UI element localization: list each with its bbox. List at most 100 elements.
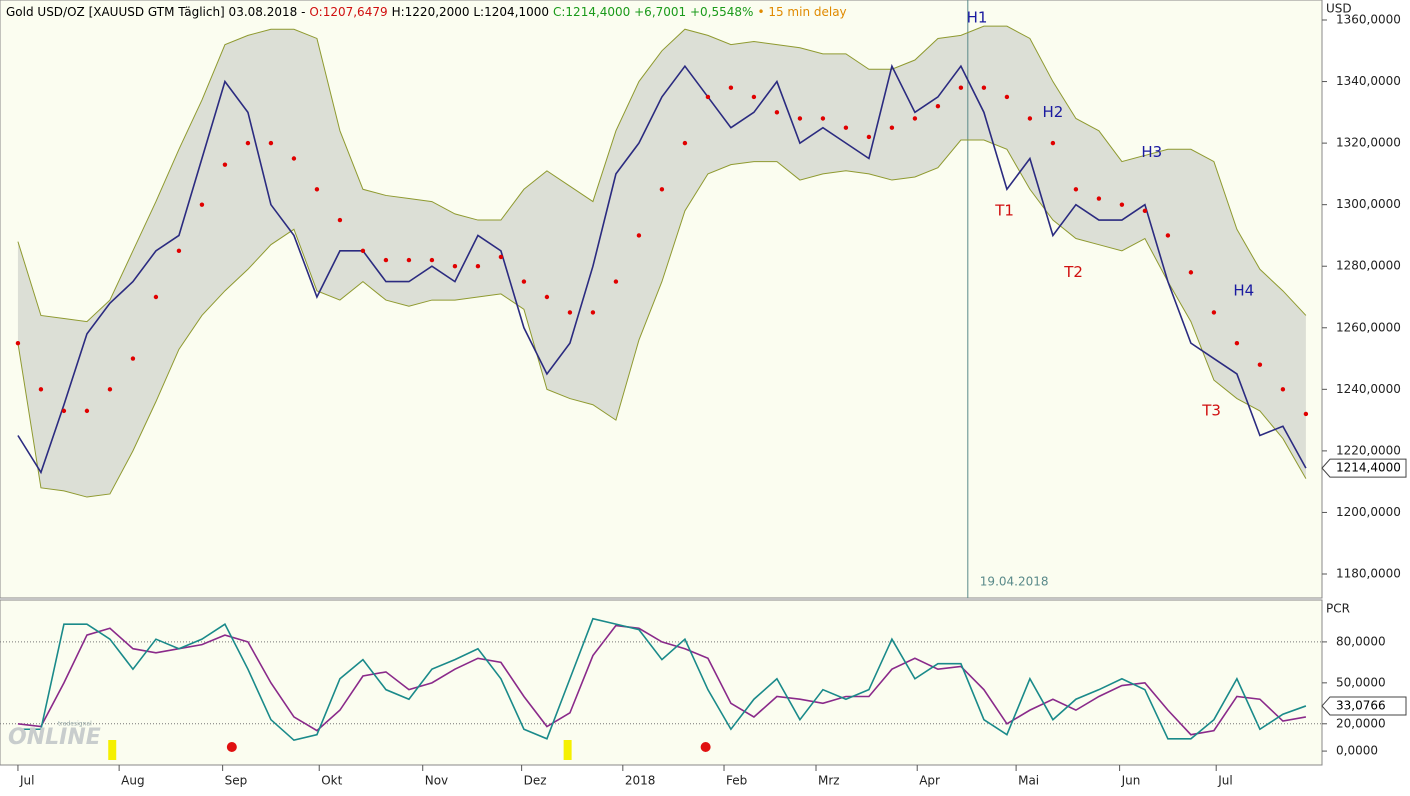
- sar-dot: [245, 140, 251, 146]
- sar-dot: [544, 294, 550, 300]
- x-tick-label: Jul: [1217, 774, 1232, 788]
- sar-dot: [153, 294, 159, 300]
- sar-dot: [613, 279, 619, 284]
- sar-dot: [797, 116, 803, 121]
- last-value-tag: [1321, 696, 1407, 716]
- sar-dot: [935, 103, 941, 109]
- sar-dot: [682, 140, 688, 146]
- header-text: C:1214,4000 +6,7001 +0,5548%: [553, 5, 754, 19]
- last-value-label: 33,0766: [1336, 698, 1386, 712]
- x-tick-label: 2018: [625, 774, 656, 788]
- sar-dot: [475, 264, 481, 269]
- y-tick-label: 1220,0000: [1336, 443, 1401, 457]
- y-tick-label: 20,0000: [1336, 716, 1386, 730]
- sar-dot: [912, 116, 918, 121]
- x-tick-label: Jun: [1121, 774, 1141, 788]
- y-tick-label: 1200,0000: [1336, 505, 1401, 519]
- y-tick-label: 1180,0000: [1336, 566, 1401, 580]
- sar-dot: [268, 140, 274, 146]
- sar-dot: [1303, 411, 1309, 417]
- last-value-label: 1214,4000: [1336, 461, 1401, 475]
- sar-dot: [751, 94, 757, 100]
- sar-dot: [1280, 387, 1286, 392]
- sar-dot: [222, 162, 228, 167]
- sar-dot: [337, 217, 343, 223]
- y-axis-unit: PCR: [1326, 602, 1350, 616]
- sar-dot: [84, 408, 90, 414]
- sar-dot: [61, 408, 67, 414]
- sar-dot: [843, 125, 849, 130]
- header-text: Gold USD/OZ [XAUUSD GTM Täglich] 03.08.2…: [6, 5, 306, 19]
- sar-dot: [452, 264, 458, 269]
- y-tick-label: 1360,0000: [1336, 13, 1401, 27]
- sar-dot: [314, 187, 320, 192]
- sar-dot: [406, 257, 412, 263]
- sar-dot: [1004, 94, 1010, 100]
- sell-signal: [700, 742, 711, 752]
- sar-dot: [705, 94, 711, 100]
- sar-dot: [1142, 208, 1148, 214]
- sar-dot: [1073, 187, 1079, 192]
- x-tick-label: Jul: [19, 774, 34, 788]
- series-line: [17, 63, 1307, 475]
- sar-dot: [1119, 202, 1125, 207]
- y-tick-label: 1240,0000: [1336, 382, 1401, 396]
- series-line: [17, 624, 1307, 736]
- annotation: T1: [994, 201, 1014, 219]
- x-tick-label: Okt: [321, 774, 342, 788]
- sar-dot: [981, 85, 987, 90]
- sar-dot: [728, 85, 734, 90]
- x-tick-label: Feb: [726, 774, 747, 788]
- y-axis-unit: USD: [1326, 2, 1352, 16]
- chart-header: Gold USD/OZ [XAUUSD GTM Täglich] 03.08.2…: [6, 5, 851, 19]
- sar-dot: [866, 134, 872, 140]
- y-tick-label: 50,0000: [1336, 675, 1386, 689]
- logo-big: ONLINE: [8, 725, 101, 750]
- sar-dot: [636, 233, 642, 238]
- series-line: [17, 617, 1307, 742]
- sar-dot: [889, 125, 895, 130]
- y-tick-label: 1320,0000: [1336, 136, 1401, 150]
- plot-background: [0, 599, 1323, 766]
- sar-dot: [1050, 140, 1056, 146]
- sell-signal: [226, 742, 237, 752]
- sar-dot: [659, 187, 665, 192]
- sar-dot: [1234, 340, 1240, 346]
- band-fill: [17, 26, 1306, 498]
- sar-dot: [567, 310, 573, 315]
- sar-dot: [38, 387, 44, 392]
- sar-dot: [429, 257, 435, 263]
- x-tick-label: Dez: [524, 774, 547, 788]
- buy-signal: [108, 740, 117, 760]
- y-tick-label: 1280,0000: [1336, 259, 1401, 273]
- sar-dot: [199, 202, 205, 207]
- buy-signal: [563, 740, 572, 760]
- sar-dot: [1257, 362, 1263, 367]
- header-text: O:1207,6479: [309, 5, 388, 19]
- x-tick-label: Aug: [121, 774, 144, 788]
- header-text: • 15 min delay: [757, 5, 847, 19]
- logo-small: tradesignal: [58, 721, 92, 728]
- sar-dot: [291, 156, 297, 161]
- band-line: [17, 25, 1307, 323]
- sar-dot: [774, 110, 780, 115]
- sar-dot: [1027, 116, 1033, 121]
- sar-dot: [1211, 310, 1217, 315]
- sar-dot: [1165, 233, 1171, 238]
- sar-dot: [1096, 196, 1102, 201]
- annotation: T2: [1063, 263, 1083, 281]
- sar-dot: [15, 340, 21, 346]
- annotation: H1: [967, 9, 988, 27]
- y-tick-label: 1260,0000: [1336, 320, 1401, 334]
- last-value-tag: [1321, 458, 1407, 478]
- y-tick-label: 80,0000: [1336, 634, 1386, 648]
- sar-dot: [176, 248, 182, 254]
- sar-dot: [498, 254, 504, 260]
- annotation: T3: [1201, 401, 1221, 419]
- x-tick-label: Apr: [919, 774, 940, 788]
- x-tick-label: Sep: [225, 774, 248, 788]
- x-tick-label: Mrz: [818, 774, 840, 788]
- sar-dot: [521, 279, 527, 284]
